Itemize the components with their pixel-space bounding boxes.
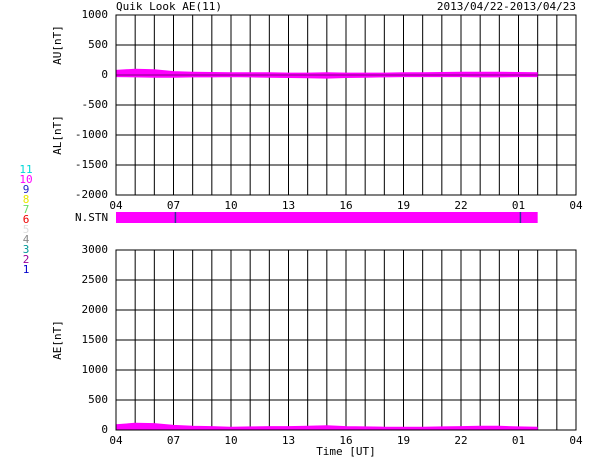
y-tick-label: 1000 (82, 363, 109, 376)
y-tick-label: 2000 (82, 303, 109, 316)
x-tick-label: 22 (454, 434, 467, 447)
x-tick-label: 13 (282, 199, 295, 212)
station-legend-entry: 3 (23, 243, 30, 256)
station-legend-entry: 9 (23, 183, 30, 196)
x-tick-label: 10 (224, 434, 237, 447)
x-tick-label: 19 (397, 434, 410, 447)
y-tick-label: -1000 (75, 128, 108, 141)
series-line (115, 422, 538, 430)
station-legend-entry: 6 (23, 213, 30, 226)
x-tick-label: 07 (167, 434, 180, 447)
y-axis-label: AU[nT] (51, 25, 64, 65)
y-tick-label: 500 (88, 38, 108, 51)
plot-frame (115, 14, 577, 196)
x-tick-label: 04 (569, 434, 583, 447)
x-tick-label: 16 (339, 434, 352, 447)
y-tick-label: 2500 (82, 273, 109, 286)
n-stn-label: N.STN (75, 211, 108, 224)
y-tick-label: 1500 (82, 333, 109, 346)
y-tick-label: 1000 (82, 8, 109, 21)
station-legend-entry: 1 (23, 263, 30, 276)
series-line (115, 68, 538, 76)
station-legend-entry: 5 (23, 223, 30, 236)
n-stn-bar (116, 212, 538, 223)
station-legend-entry: 10 (19, 173, 32, 186)
date-range: 2013/04/22-2013/04/23 (437, 0, 576, 13)
station-legend-entry: 8 (23, 193, 30, 206)
x-tick-label: 04 (569, 199, 583, 212)
y-tick-label: -1500 (75, 158, 108, 171)
x-tick-label: 19 (397, 199, 410, 212)
y-axis-label: AL[nT] (51, 115, 64, 155)
x-axis-label: Time [UT] (316, 445, 376, 458)
x-tick-label: 07 (167, 199, 180, 212)
chart-title: Quik Look AE(11) (116, 0, 222, 13)
station-legend-entry: 4 (23, 233, 30, 246)
y-tick-label: 0 (101, 68, 108, 81)
plot-frame (115, 249, 577, 431)
station-legend-entry: 11 (19, 163, 32, 176)
station-legend-entry: 7 (23, 203, 30, 216)
y-axis-label: AE[nT] (51, 320, 64, 360)
x-tick-label: 04 (109, 199, 123, 212)
y-tick-label: 0 (101, 423, 108, 436)
x-tick-label: 04 (109, 434, 123, 447)
x-tick-label: 10 (224, 199, 237, 212)
x-tick-label: 01 (512, 199, 525, 212)
y-tick-label: -500 (82, 98, 109, 111)
y-tick-label: 500 (88, 393, 108, 406)
x-tick-label: 13 (282, 434, 295, 447)
y-tick-label: 3000 (82, 243, 109, 256)
x-tick-label: 22 (454, 199, 467, 212)
x-tick-label: 01 (512, 434, 525, 447)
series-line (115, 74, 538, 79)
x-tick-label: 16 (339, 199, 352, 212)
y-tick-label: -2000 (75, 188, 108, 201)
station-legend-entry: 2 (23, 253, 30, 266)
